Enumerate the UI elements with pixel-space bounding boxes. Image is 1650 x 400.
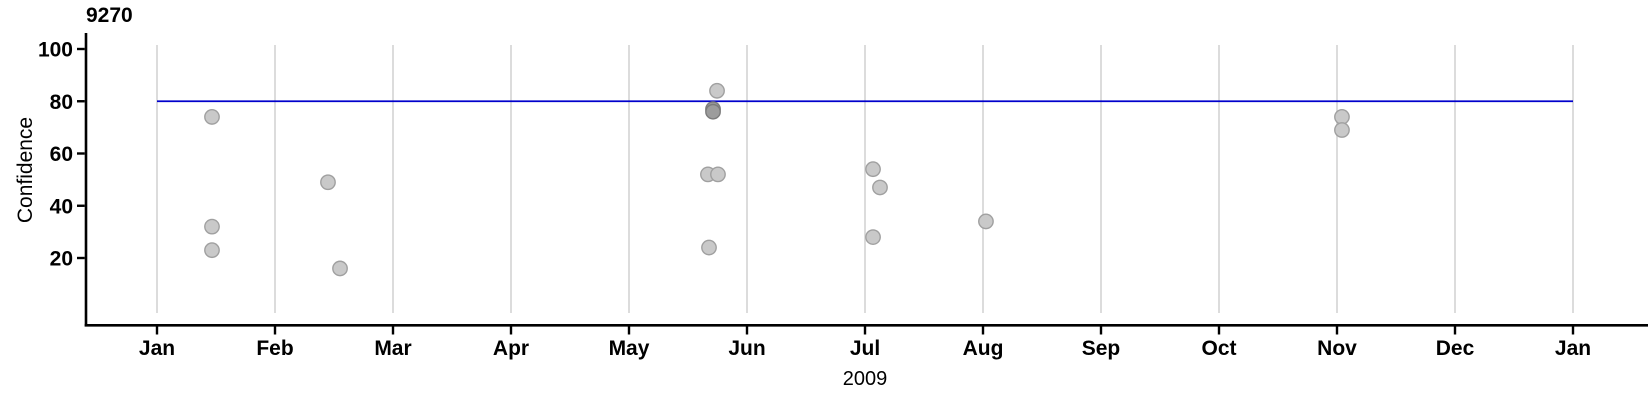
data-point — [204, 109, 220, 125]
data-point — [204, 242, 220, 259]
x-axis-year-label: 2009 — [842, 368, 888, 390]
x-tick-label: Feb — [256, 337, 293, 360]
data-point — [705, 103, 721, 120]
x-tick-label: Sep — [1082, 337, 1121, 360]
x-tick-label: Jul — [850, 337, 880, 360]
x-tick-label: Jan — [1555, 337, 1591, 360]
y-tick-label: 60 — [50, 143, 73, 166]
x-tick-label: Jun — [728, 337, 765, 360]
data-point — [204, 218, 220, 235]
data-point — [320, 174, 336, 191]
x-tick-label: Nov — [1317, 337, 1357, 360]
y-tick-label: 20 — [50, 248, 73, 271]
data-point — [1334, 122, 1350, 138]
data-point — [709, 82, 725, 99]
x-tick-label: Dec — [1436, 337, 1475, 360]
data-point — [978, 213, 994, 230]
data-point — [865, 161, 881, 178]
data-point — [332, 260, 348, 277]
x-tick-label: Oct — [1201, 337, 1236, 360]
data-point — [1334, 109, 1350, 125]
chart-title: 9270 — [86, 4, 133, 27]
x-tick-label: Mar — [374, 337, 411, 360]
x-tick-label: May — [609, 337, 650, 360]
data-point — [710, 166, 726, 183]
x-tick-label: Aug — [963, 337, 1004, 360]
data-point — [865, 229, 881, 246]
x-tick-label: Apr — [493, 337, 529, 360]
y-tick-label: 40 — [50, 195, 73, 218]
data-point — [872, 179, 888, 196]
y-tick-label: 100 — [38, 39, 73, 62]
x-tick-label: Jan — [139, 337, 175, 360]
y-tick-label: 80 — [50, 91, 73, 114]
data-point — [701, 239, 717, 256]
